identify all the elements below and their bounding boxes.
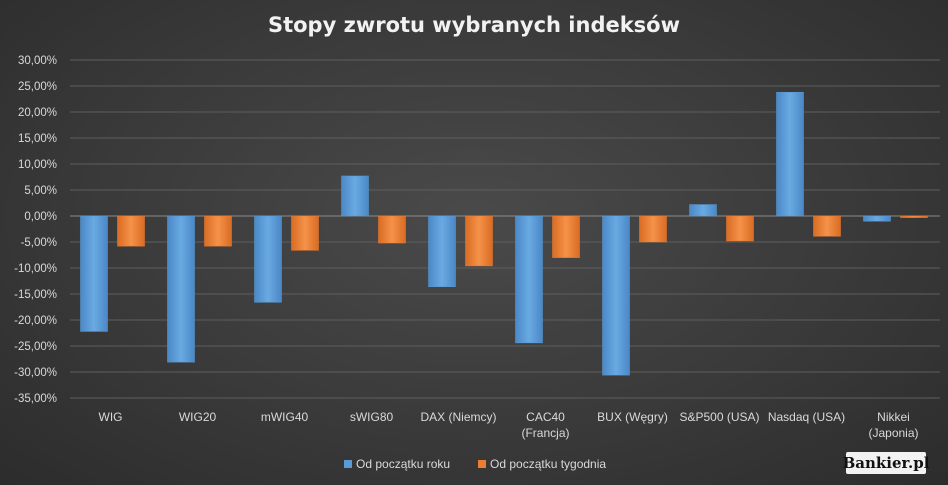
bankier-logo: Bankier.pl <box>843 452 929 474</box>
legend-swatch <box>478 460 486 468</box>
gridlines <box>70 59 940 399</box>
y-tick-label: -35,00% <box>14 393 57 405</box>
x-tick-label: Nikkei <box>877 410 910 424</box>
bar-ytd <box>167 215 195 363</box>
legend-swatch <box>344 460 352 468</box>
bar-wtd <box>204 215 232 247</box>
y-tick-label: -10,00% <box>14 263 57 275</box>
legend-label: Od początku tygodnia <box>490 457 606 471</box>
bar-ytd <box>428 215 456 287</box>
bar-ytd <box>341 175 369 217</box>
bar-wtd <box>813 215 841 237</box>
bar-wtd <box>465 215 493 267</box>
x-axis-ticks: WIG WIG20 mWIG40 sWIG80 DAX (Niemcy) CAC40 (Fr… <box>99 410 919 440</box>
x-tick-label: sWIG80 <box>350 410 394 424</box>
x-tick-label: CAC40 <box>526 410 565 424</box>
bar-ytd <box>863 215 891 222</box>
x-tick-label: Nasdaq (USA) <box>768 410 845 424</box>
legend: Od początku roku Od początku tygodnia <box>344 457 606 471</box>
y-tick-label: 25,00% <box>18 81 57 93</box>
x-tick-label: WIG <box>99 410 123 424</box>
x-tick-label: WIG20 <box>179 410 217 424</box>
y-tick-label: 15,00% <box>18 133 57 145</box>
x-tick-label: BUX (Węgry) <box>597 410 668 424</box>
bars <box>80 91 928 376</box>
y-tick-label: -25,00% <box>14 341 57 353</box>
bar-wtd <box>117 215 145 247</box>
y-tick-label: 5,00% <box>24 185 57 197</box>
bar-wtd <box>900 215 928 218</box>
y-tick-label: 0,00% <box>24 211 57 223</box>
x-tick-label: DAX (Niemcy) <box>420 410 496 424</box>
x-tick-label: (Francja) <box>521 426 569 440</box>
chart-title: Stopy zwrotu wybranych indeksów <box>268 13 680 37</box>
bar-wtd <box>378 215 406 244</box>
y-tick-label: -30,00% <box>14 367 57 379</box>
bar-wtd <box>726 215 754 242</box>
y-tick-label: -5,00% <box>21 237 57 249</box>
x-tick-label: S&P500 (USA) <box>679 410 759 424</box>
bar-ytd <box>80 215 108 332</box>
bar-wtd <box>552 215 580 258</box>
bar-wtd <box>639 215 667 243</box>
bar-ytd <box>254 215 282 303</box>
y-axis-ticks: 30,00% 25,00% 20,00% 15,00% 10,00% 5,00% 0,00%… <box>14 55 57 405</box>
x-tick-label: mWIG40 <box>261 410 309 424</box>
x-tick-label: (Japonia) <box>868 426 918 440</box>
y-tick-label: 10,00% <box>18 159 57 171</box>
bar-wtd <box>291 215 319 251</box>
y-tick-label: 30,00% <box>18 55 57 67</box>
y-tick-label: 20,00% <box>18 107 57 119</box>
logo-text: Bankier.pl <box>842 454 930 472</box>
bar-ytd <box>602 215 630 376</box>
y-tick-label: -15,00% <box>14 289 57 301</box>
bar-ytd <box>689 204 717 217</box>
bar-ytd <box>515 215 543 344</box>
y-tick-label: -20,00% <box>14 315 57 327</box>
legend-label: Od początku roku <box>356 457 450 471</box>
bar-ytd <box>776 91 804 217</box>
